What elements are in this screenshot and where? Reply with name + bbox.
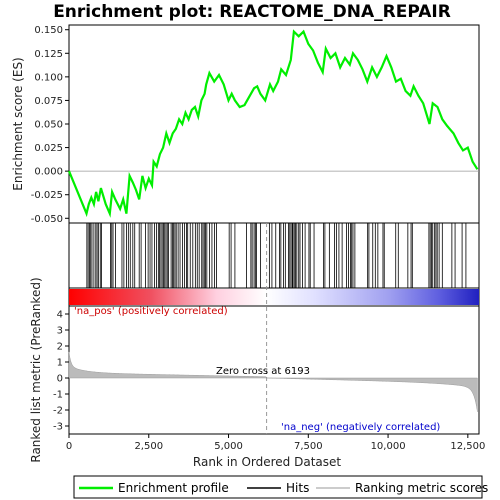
es-y-tick-label: -0.025 — [31, 190, 63, 201]
hits-panel — [68, 222, 480, 289]
hit-lines — [86, 223, 467, 288]
rank-colorbar — [69, 289, 479, 305]
x-axis: 0 2,500 5,000 7,500 10,000 12,500 — [66, 434, 485, 452]
metric-y-tick-label: 0 — [57, 374, 63, 385]
es-plot-area — [68, 24, 480, 224]
legend: Enrichment profile Hits Ranking metric s… — [73, 475, 488, 499]
es-y-tick-label: 0.125 — [34, 49, 63, 60]
rank-colorbar-panel — [68, 287, 480, 307]
es-y-tick-label: -0.050 — [31, 214, 63, 225]
legend-metric-label: Ranking metric scores — [355, 481, 488, 495]
metric-y-tick-label: -1 — [53, 390, 63, 401]
x-tick-label: 10,000 — [371, 441, 406, 452]
metric-plot-area — [68, 305, 480, 435]
es-y-tick-label: 0.050 — [34, 120, 63, 131]
legend-enrichment-label: Enrichment profile — [118, 481, 229, 495]
x-tick-label: 2,500 — [134, 441, 163, 452]
metric-y-tick-label: -2 — [53, 406, 63, 417]
chart-title: Enrichment plot: REACTOME_DNA_REPAIR — [53, 2, 451, 22]
x-tick-label: 12,500 — [450, 441, 485, 452]
enrichment-profile-line — [67, 29, 479, 218]
metric-y-tick-label: 4 — [57, 310, 63, 321]
es-panel: -0.050 -0.025 0.000 0.025 0.050 0.075 0.100 0.1… — [11, 24, 480, 225]
x-tick-label: 7,500 — [294, 441, 323, 452]
x-tick-label: 0 — [66, 441, 72, 452]
metric-y-tick-label: 2 — [57, 342, 63, 353]
metric-panel: -3 -2 -1 0 1 2 3 4 Zero cross at 6193 'na_pos' … — [29, 223, 480, 463]
metric-y-tick-label: -3 — [53, 422, 63, 433]
negative-correlation-label: 'na_neg' (negatively correlated) — [281, 422, 440, 433]
x-axis-label: Rank in Ordered Dataset — [193, 455, 341, 469]
es-y-ticks: -0.050 -0.025 0.000 0.025 0.050 0.075 0.100 0.1… — [31, 25, 69, 225]
es-y-tick-label: 0.100 — [34, 72, 63, 83]
metric-y-tick-label: 1 — [57, 358, 63, 369]
zero-cross-label: Zero cross at 6193 — [216, 366, 310, 377]
metric-y-axis-label: Ranked list metric (PreRanked) — [29, 277, 43, 462]
es-y-tick-label: 0.025 — [34, 143, 63, 154]
es-y-tick-label: 0.000 — [34, 167, 63, 178]
positive-correlation-label: 'na_pos' (positively correlated) — [74, 306, 228, 317]
ranking-metric-area — [68, 351, 478, 412]
es-y-tick-label: 0.150 — [34, 25, 63, 36]
es-y-axis-label: Enrichment score (ES) — [11, 57, 25, 190]
legend-hits-label: Hits — [286, 481, 309, 495]
metric-y-ticks: -3 -2 -1 0 1 2 3 4 — [53, 310, 69, 433]
legend-box — [73, 475, 483, 499]
x-tick-label: 5,000 — [214, 441, 243, 452]
metric-y-tick-label: 3 — [57, 326, 63, 337]
es-y-tick-label: 0.075 — [34, 96, 63, 107]
